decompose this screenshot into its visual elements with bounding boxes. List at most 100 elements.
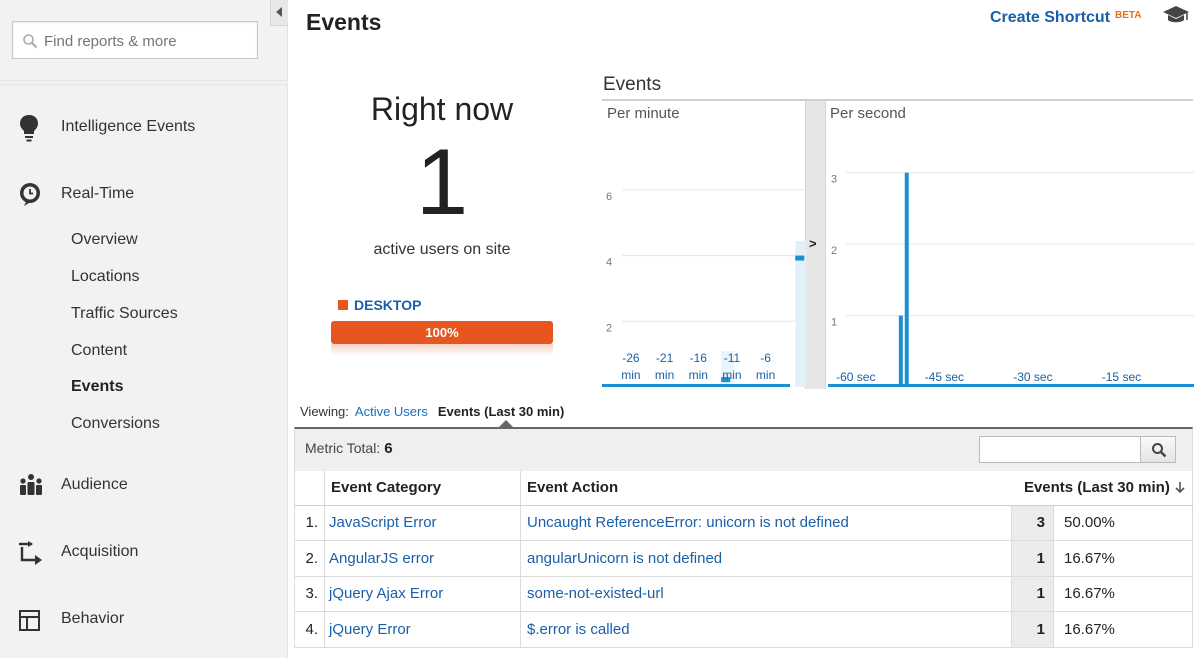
beta-badge: BETA [1115, 10, 1142, 21]
row-event-action[interactable]: some-not-existed-url [520, 576, 1012, 612]
row-event-action[interactable]: angularUnicorn is not defined [520, 540, 1012, 577]
second-baseline-bar [828, 384, 1194, 387]
events-chart-title: Events [603, 74, 662, 95]
second-y-tick: 3 [831, 174, 837, 186]
table-header-event-category[interactable]: Event Category [324, 471, 521, 506]
clock-icon [20, 183, 40, 206]
arrows-icon [19, 541, 42, 565]
nav-behavior[interactable]: Behavior [61, 610, 125, 627]
row-event-action[interactable]: $.error is called [520, 611, 1012, 648]
row-event-percent: 50.00% [1053, 505, 1193, 541]
row-event-category[interactable]: AngularJS error [324, 540, 521, 577]
row-index: 3. [294, 576, 325, 612]
nav-acquisition[interactable]: Acquisition [61, 543, 139, 560]
nav-sub-conversions[interactable]: Conversions [71, 415, 160, 432]
table-header-events[interactable]: Events (Last 30 min) [1011, 471, 1193, 506]
sidebar-divider [0, 80, 288, 86]
metric-total-label: Metric Total: [305, 440, 381, 456]
minute-x-tick-unit: min [722, 368, 741, 382]
nav-audience[interactable]: Audience [61, 476, 128, 493]
table-header-events-label: Events (Last 30 min) [1023, 479, 1170, 497]
second-bar [904, 172, 909, 387]
table-header-row: Event Category Event Action Events (Last… [294, 471, 1193, 506]
minute-y-tick: 2 [606, 322, 612, 334]
sort-descending-icon [1175, 482, 1185, 494]
row-event-percent: 16.67% [1053, 576, 1193, 612]
minute-x-tick: -11 [724, 351, 741, 365]
viewing-row: Viewing: Active Users Events (Last 30 min) [300, 404, 564, 419]
table-search-button[interactable] [1140, 436, 1176, 463]
minute-x-tick-unit: min [655, 368, 674, 382]
per-second-label: Per second [830, 105, 906, 122]
nav-intelligence-events[interactable]: Intelligence Events [61, 118, 196, 135]
minute-x-tick: -26 [622, 351, 640, 365]
metric-panel: Metric Total: 6 [294, 427, 1193, 471]
nav-sub-content[interactable]: Content [71, 342, 128, 359]
people-icon [20, 474, 42, 495]
search-icon [1152, 443, 1167, 458]
row-event-count: 3 [1011, 505, 1054, 541]
events-table: Event Category Event Action Events (Last… [294, 471, 1193, 648]
metric-total: Metric Total: 6 [305, 440, 393, 457]
viewing-caret-icon [499, 420, 513, 427]
device-legend-label: DESKTOP [354, 297, 422, 313]
second-y-tick: 1 [831, 317, 837, 329]
minute-x-tick: -6 [760, 351, 771, 365]
metric-total-value: 6 [384, 440, 393, 457]
events-chart: 6 4 2 -26 min -21 min -16 min -11 min -6 min 3 2 1 -60 s… [602, 172, 1194, 387]
right-now-title: Right now [370, 91, 514, 127]
second-bar [898, 315, 903, 387]
search-icon [23, 34, 38, 49]
nav-sub-locations[interactable]: Locations [71, 268, 140, 285]
table-header-index [294, 471, 325, 506]
row-index: 1. [294, 505, 325, 541]
row-event-category[interactable]: jQuery Error [324, 611, 521, 648]
minute-baseline-bar [602, 384, 790, 387]
device-legend-swatch [338, 300, 348, 310]
create-shortcut-link[interactable]: Create Shortcut [990, 9, 1111, 26]
sidebar-collapse-button[interactable] [270, 0, 288, 26]
chart-top-rule [602, 99, 1193, 101]
viewing-events-current: Events (Last 30 min) [437, 404, 565, 419]
row-event-percent: 16.67% [1053, 540, 1193, 577]
table-header-event-action[interactable]: Event Action [520, 471, 1012, 506]
row-event-category[interactable]: JavaScript Error [324, 505, 521, 541]
minute-highlight-column [795, 241, 807, 387]
chevron-right-icon[interactable]: > [809, 236, 817, 251]
row-event-percent: 16.67% [1053, 611, 1193, 648]
minute-y-tick: 4 [606, 257, 612, 269]
nav-real-time[interactable]: Real-Time [61, 185, 135, 202]
second-x-tick: -30 sec [1013, 370, 1052, 384]
row-index: 4. [294, 611, 325, 648]
second-x-tick: -45 sec [925, 370, 964, 384]
minute-bar [795, 255, 805, 261]
nav-sub-traffic-sources[interactable]: Traffic Sources [71, 305, 178, 322]
search-input[interactable] [44, 30, 249, 52]
active-users-count: 1 [415, 129, 469, 234]
nav-sub-overview[interactable]: Overview [71, 231, 138, 248]
minute-x-tick-unit: min [756, 368, 775, 382]
row-event-action[interactable]: Uncaught ReferenceError: unicorn is not … [520, 505, 1012, 541]
graduation-cap-icon[interactable] [1162, 5, 1190, 25]
row-event-category[interactable]: jQuery Ajax Error [324, 576, 521, 612]
table-row: 3. jQuery Ajax Error some-not-existed-ur… [294, 576, 1193, 612]
table-row: 4. jQuery Error $.error is called 1 16.6… [294, 611, 1193, 648]
row-event-count: 1 [1011, 576, 1054, 612]
lightbulb-icon [20, 115, 38, 142]
row-index: 2. [294, 540, 325, 577]
second-x-tick: -15 sec [1102, 370, 1141, 384]
page-title: Events [306, 9, 382, 35]
minute-x-tick-unit: min [621, 368, 640, 382]
table-search-input[interactable] [979, 436, 1141, 463]
collapse-arrow-icon [276, 7, 282, 17]
minute-x-tick: -16 [690, 351, 708, 365]
search-box[interactable] [12, 21, 258, 59]
minute-x-tick-unit: min [689, 368, 708, 382]
viewing-active-users-link[interactable]: Active Users [354, 404, 428, 419]
sidebar: Intelligence Events Real-Time Overview L… [0, 0, 288, 658]
row-event-count: 1 [1011, 611, 1054, 648]
minute-x-tick: -21 [656, 351, 674, 365]
second-y-tick: 2 [831, 245, 837, 257]
device-share-bar: 100% [331, 321, 553, 344]
nav-sub-events[interactable]: Events [71, 378, 124, 395]
